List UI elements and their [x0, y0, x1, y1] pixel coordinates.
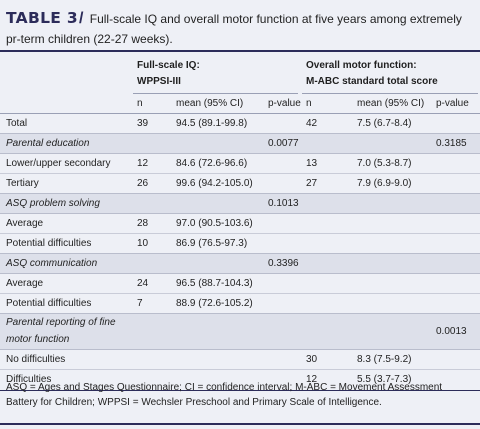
row-label: ASQ communication	[6, 258, 98, 269]
group-header-iq-line1: Full-scale IQ:	[137, 60, 200, 71]
cell-n-motor: 13	[306, 158, 318, 169]
table-row: Average 28 97.0 (90.5-103.6)	[0, 214, 480, 234]
cell-n-iq: 28	[137, 218, 149, 229]
table-row: Average 24 96.5 (88.7-104.3)	[0, 274, 480, 294]
cell-n-iq: 24	[137, 278, 149, 289]
cell-n-iq: 10	[137, 238, 149, 249]
table-row: Tertiary 26 99.6 (94.2-105.0) 27 7.9 (6.…	[0, 174, 480, 194]
table-row: Potential difficulties 7 88.9 (72.6-105.…	[0, 294, 480, 314]
cell-p-iq: 0.3396	[268, 258, 299, 269]
table-row: Parental education 0.0077 0.3185	[0, 134, 480, 154]
cell-n-iq: 12	[137, 158, 149, 169]
row-label-line2: motor function	[6, 334, 70, 345]
table-caption: TABLE 3/ Full-scale IQ and overall motor…	[6, 8, 474, 49]
top-rule	[0, 50, 480, 52]
row-label: Tertiary	[6, 178, 39, 189]
col-header-p-iq: p-value	[268, 98, 301, 109]
table-label: TABLE 3	[6, 9, 78, 27]
group-header-row: Full-scale IQ: WPPSI-III Overall motor f…	[0, 56, 480, 96]
row-divider	[0, 213, 480, 214]
row-label: Difficulties	[6, 374, 52, 385]
group-header-motor-line2: M-ABC standard total score	[306, 76, 438, 87]
row-divider	[0, 153, 480, 154]
row-label: ASQ problem solving	[6, 198, 100, 209]
cell-n-motor: 30	[306, 354, 318, 365]
group-header-iq-line2: WPPSI-III	[137, 76, 181, 87]
cell-mean-iq: 86.9 (76.5-97.3)	[176, 238, 248, 249]
row-divider	[0, 173, 480, 174]
cell-mean-iq: 84.6 (72.6-96.6)	[176, 158, 248, 169]
cell-p-iq: 0.0077	[268, 138, 299, 149]
row-label: Total	[6, 118, 28, 129]
cell-mean-iq: 94.5 (89.1-99.8)	[176, 118, 248, 129]
col-header-mean-motor: mean (95% CI)	[357, 98, 425, 109]
table-row: Parental reporting of fine motor functio…	[0, 314, 480, 350]
cell-mean-motor: 7.9 (6.9-9.0)	[357, 178, 412, 189]
cell-p-motor: 0.0013	[436, 326, 467, 337]
table-bottom-rule	[0, 390, 480, 391]
row-divider	[0, 313, 480, 314]
table-row: Total 39 94.5 (89.1-99.8) 42 7.5 (6.7-8.…	[0, 114, 480, 134]
cell-p-motor: 0.3185	[436, 138, 467, 149]
row-label: Potential difficulties	[6, 238, 92, 249]
row-divider	[0, 233, 480, 234]
cell-mean-iq: 88.9 (72.6-105.2)	[176, 298, 253, 309]
row-label: Average	[6, 278, 44, 289]
row-label: Parental education	[6, 138, 90, 149]
cell-mean-iq: 99.6 (94.2-105.0)	[176, 178, 253, 189]
table-row: Difficulties 12 5.5 (3.7-7.3)	[0, 370, 480, 390]
cell-mean-motor: 7.5 (6.7-8.4)	[357, 118, 412, 129]
bottom-rule	[0, 423, 480, 425]
table-row: ASQ communication 0.3396	[0, 254, 480, 274]
row-divider	[0, 193, 480, 194]
cell-n-motor: 12	[306, 374, 318, 385]
row-label: Lower/upper secondary	[6, 158, 111, 169]
table-row: ASQ problem solving 0.1013	[0, 194, 480, 214]
header-divider	[0, 113, 480, 114]
row-label: Average	[6, 218, 44, 229]
cell-n-motor: 27	[306, 178, 318, 189]
col-header-p-motor: p-value	[436, 98, 469, 109]
row-divider	[0, 133, 480, 134]
cell-n-iq: 7	[137, 298, 143, 309]
cell-mean-iq: 97.0 (90.5-103.6)	[176, 218, 253, 229]
cell-p-iq: 0.1013	[268, 198, 299, 209]
row-label: Potential difficulties	[6, 298, 92, 309]
row-label: No difficulties	[6, 354, 66, 365]
table-row: No difficulties 30 8.3 (7.5-9.2)	[0, 350, 480, 370]
cell-n-motor: 42	[306, 118, 318, 129]
group-header-motor-line1: Overall motor function:	[306, 60, 417, 71]
group-motor-underline	[302, 93, 478, 94]
cell-mean-iq: 96.5 (88.7-104.3)	[176, 278, 253, 289]
cell-mean-motor: 8.3 (7.5-9.2)	[357, 354, 412, 365]
column-header-row: n mean (95% CI) p-value n mean (95% CI) …	[0, 94, 480, 114]
cell-mean-motor: 5.5 (3.7-7.3)	[357, 374, 412, 385]
cell-n-iq: 26	[137, 178, 149, 189]
cell-mean-motor: 7.0 (5.3-8.7)	[357, 158, 412, 169]
row-divider	[0, 273, 480, 274]
row-divider	[0, 253, 480, 254]
table-footnote: ASQ = Ages and Stages Questionnaire; CI …	[6, 382, 443, 408]
caption-text: Full-scale IQ and overall motor function…	[6, 12, 462, 46]
col-header-mean-iq: mean (95% CI)	[176, 98, 244, 109]
col-header-n-iq: n	[137, 98, 143, 109]
row-divider	[0, 369, 480, 370]
group-iq-underline	[133, 93, 298, 94]
caption-separator: /	[78, 10, 84, 27]
table-row: Potential difficulties 10 86.9 (76.5-97.…	[0, 234, 480, 254]
row-divider	[0, 293, 480, 294]
row-divider	[0, 349, 480, 350]
col-header-n-motor: n	[306, 98, 312, 109]
table-row: Lower/upper secondary 12 84.6 (72.6-96.6…	[0, 154, 480, 174]
row-label-line1: Parental reporting of fine	[6, 317, 116, 328]
cell-n-iq: 39	[137, 118, 149, 129]
